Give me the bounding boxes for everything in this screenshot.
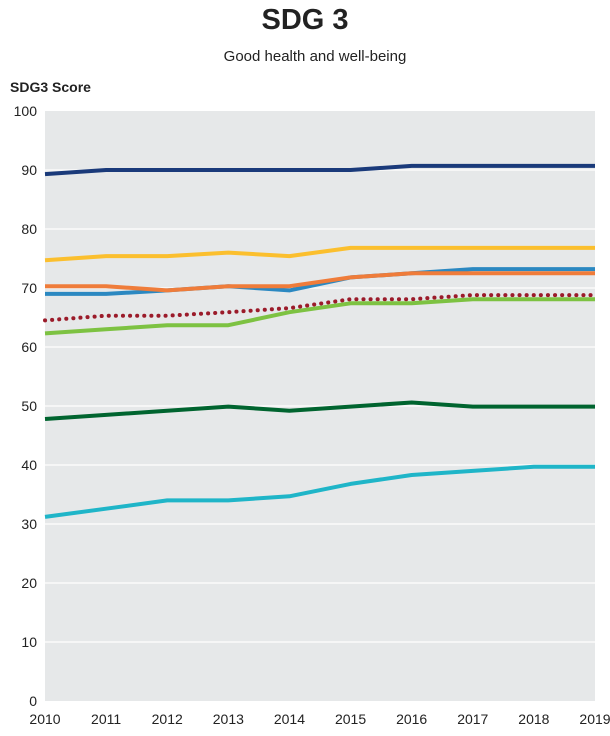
series-line-3 <box>45 267 595 296</box>
y-tick-100: 100 <box>14 103 38 119</box>
x-tick-2016: 2016 <box>396 711 427 727</box>
series-line-5 <box>43 293 597 323</box>
x-tick-2012: 2012 <box>152 711 183 727</box>
x-tick-2011: 2011 <box>91 711 121 727</box>
y-tick-labels: 0 10 20 30 40 50 60 70 80 90 100 <box>14 103 38 709</box>
x-tick-2014: 2014 <box>274 711 305 727</box>
series-line-4 <box>45 271 595 293</box>
series-lines <box>43 163 597 519</box>
series-line-1 <box>44 163 595 177</box>
y-tick-60: 60 <box>21 339 37 355</box>
y-tick-10: 10 <box>21 634 37 650</box>
x-tick-labels: 2010 2011 2012 2013 2014 2015 2016 2017 2018 2019 <box>29 711 610 727</box>
x-tick-2019: 2019 <box>579 711 610 727</box>
x-tick-2015: 2015 <box>335 711 366 727</box>
series-line-8 <box>44 464 595 519</box>
y-tick-20: 20 <box>21 575 37 591</box>
x-tick-2010: 2010 <box>29 711 60 727</box>
x-tick-2013: 2013 <box>213 711 244 727</box>
chart-subtitle: Good health and well-being <box>223 48 407 65</box>
series-line-7 <box>44 400 595 421</box>
y-tick-80: 80 <box>21 221 37 237</box>
y-tick-50: 50 <box>21 398 37 414</box>
series-line-2 <box>44 245 595 263</box>
y-tick-30: 30 <box>21 516 37 532</box>
y-tick-0: 0 <box>29 693 37 709</box>
y-axis-label: SDG3 Score <box>10 79 91 95</box>
y-tick-40: 40 <box>21 457 37 473</box>
y-tick-90: 90 <box>21 162 37 178</box>
y-tick-70: 70 <box>21 280 37 296</box>
chart-title: SDG 3 <box>261 4 349 36</box>
x-tick-2018: 2018 <box>518 711 549 727</box>
series-line-6 <box>44 297 595 336</box>
x-tick-2017: 2017 <box>457 711 488 727</box>
